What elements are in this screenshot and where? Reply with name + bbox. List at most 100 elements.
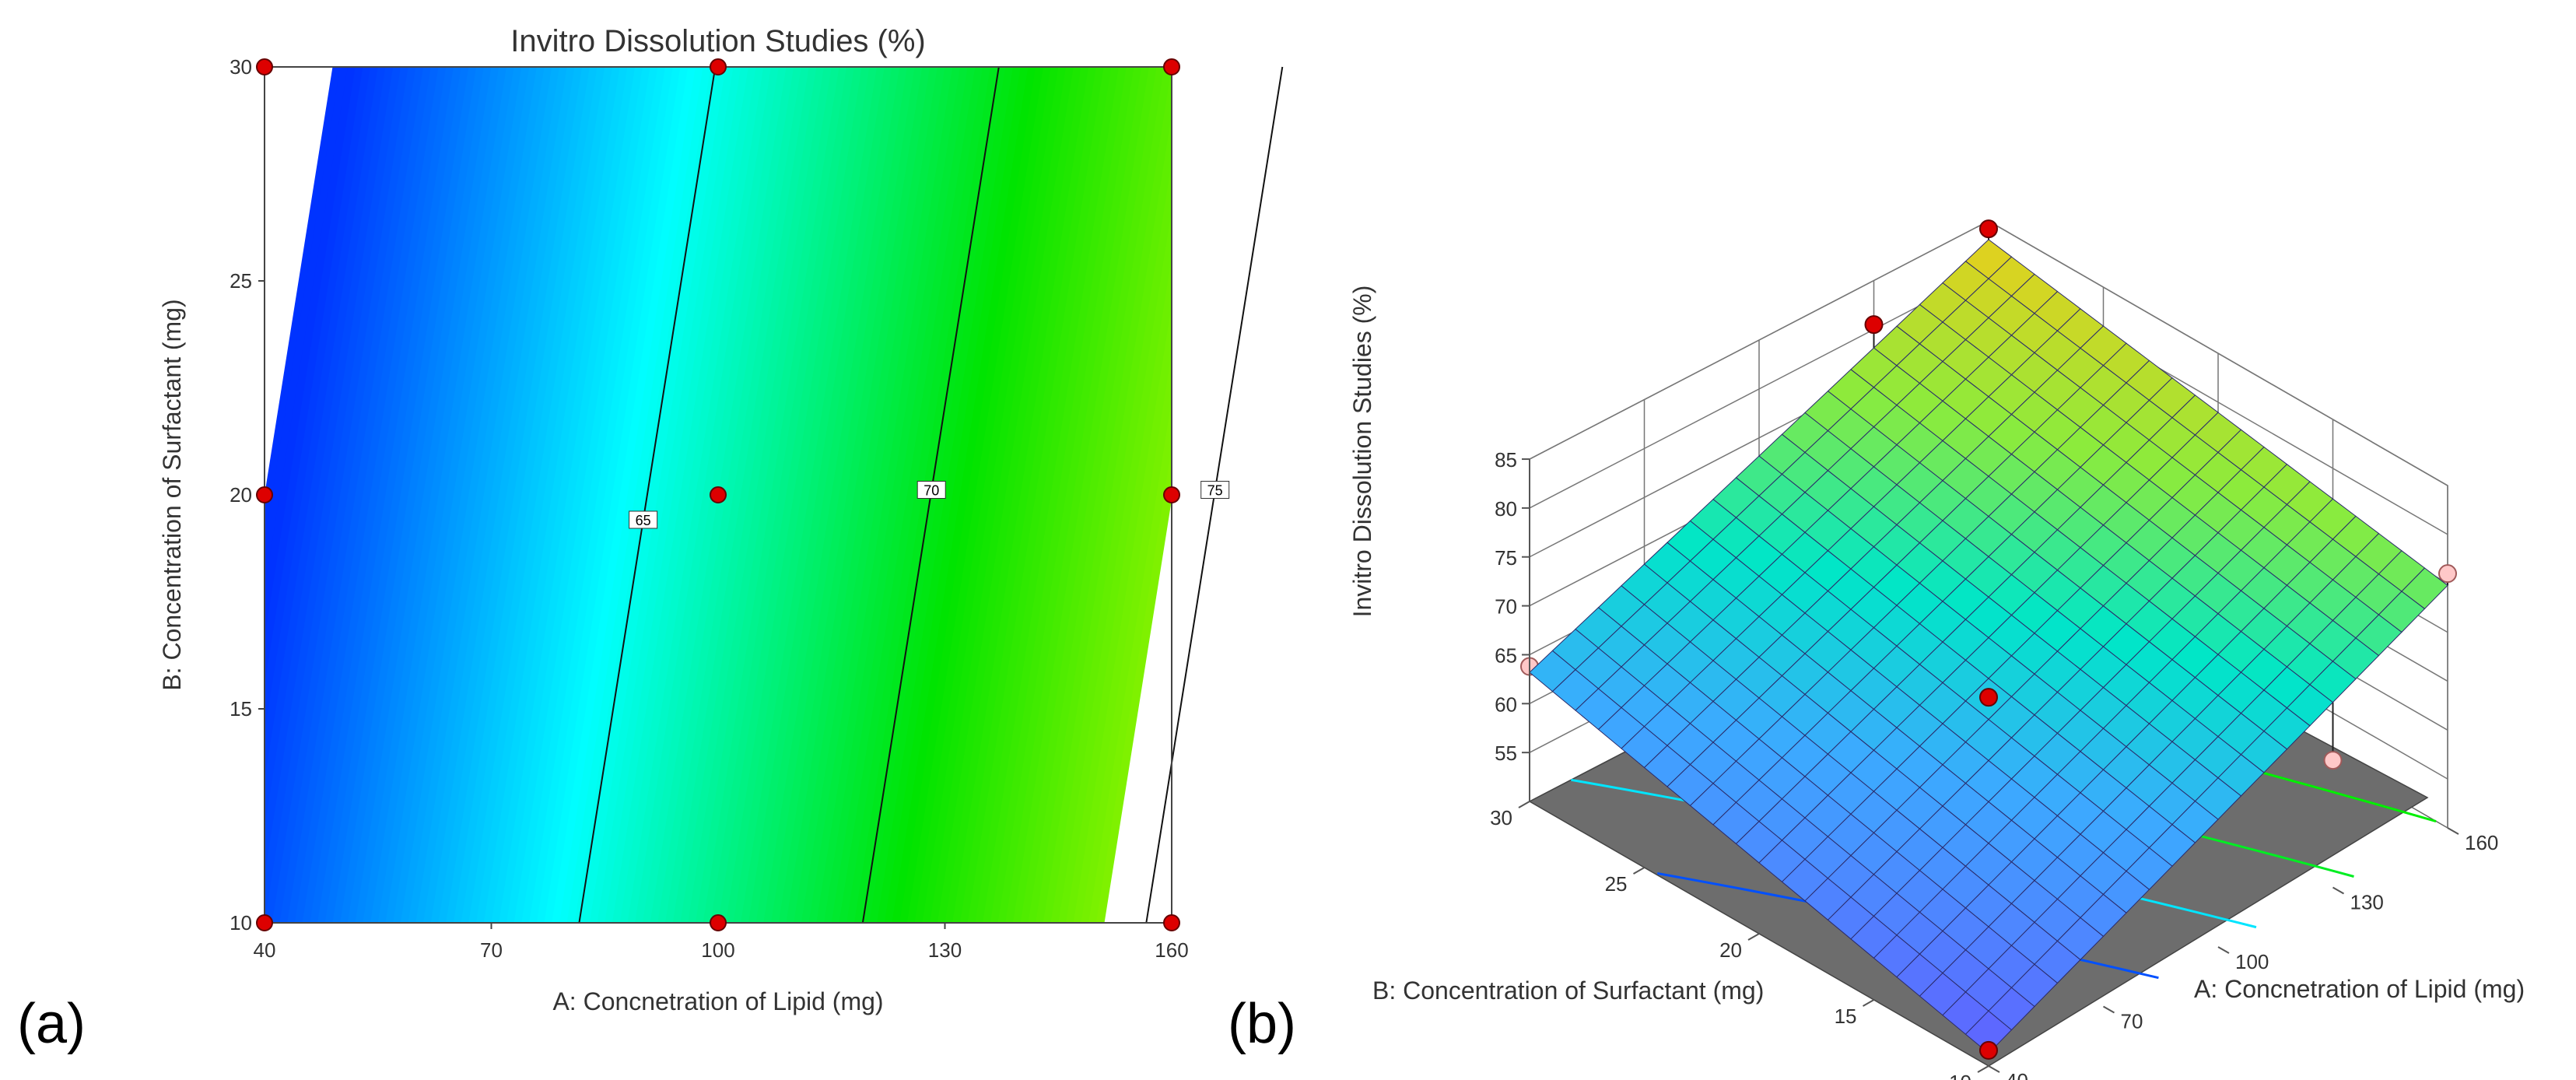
contour-label-box (629, 510, 658, 529)
contour-fill-strip (801, 67, 946, 923)
design-point-above (1864, 315, 1884, 335)
contour-fill-strip (1065, 257, 1172, 923)
contour-fill-strip (265, 67, 409, 923)
x-tick-100: 100 (701, 938, 734, 962)
surface-a-axis-title: A: Concnetration of Lipid (mg) (2194, 975, 2525, 1003)
design-point-above (1979, 1040, 1998, 1060)
contour-fill-strip (559, 67, 704, 923)
contour-fill-strip (831, 67, 976, 923)
y-tick-30: 30 (230, 55, 252, 79)
contour-label-box (1200, 481, 1230, 499)
contour-fill-strip (491, 67, 636, 923)
contour-fill-strip (529, 67, 674, 923)
contour-fill-strip (763, 67, 908, 923)
b-tick-mark (1977, 1065, 1989, 1073)
contour-fill-strip (892, 67, 1037, 923)
panel-label-a: (a) (17, 993, 86, 1055)
b-tick-mark (1863, 999, 1874, 1007)
y-tick-10: 10 (230, 911, 252, 934)
contour-fill-strip (1073, 304, 1172, 923)
contour-fill-strip (922, 67, 1067, 923)
contour-fill-strip (370, 67, 515, 923)
surface-b-axis-title: B: Concentration of Surfactant (mg) (1372, 977, 1764, 1005)
contour-fill-strip (1036, 67, 1172, 923)
z-tick-75: 75 (1495, 546, 1517, 570)
design-point (1163, 58, 1180, 75)
contour-label-box (916, 481, 946, 499)
surface-a-ticks: 40 70 100 130 160 (1988, 827, 2498, 1080)
contour-fill-strip (499, 67, 643, 923)
surface-facet (2401, 567, 2448, 609)
y-tick-15: 15 (230, 697, 252, 721)
surface-visible-points (1864, 219, 1998, 1060)
contour-line-65 (578, 66, 717, 924)
b-tick-30: 30 (1490, 806, 1512, 829)
design-point-below (2323, 751, 2343, 770)
contour-fill-strip (1081, 352, 1172, 923)
contour-fill-strip (884, 67, 1029, 923)
contour-fill-strip (385, 67, 531, 923)
a-tick-mark (2332, 886, 2344, 895)
contour-fill-strip (294, 67, 440, 923)
contour-fill-strip (597, 67, 742, 923)
contour-fill-strip (582, 67, 727, 923)
contour-fill-strip (664, 67, 810, 923)
contour-fill-strip (778, 67, 924, 923)
design-point (256, 58, 273, 75)
contour-fill-strip (544, 67, 689, 923)
contour-fill-strip (438, 67, 584, 923)
contour-title: Invitro Dissolution Studies (%) (510, 24, 926, 58)
design-point (710, 914, 727, 931)
contour-fill-strip (680, 67, 825, 923)
contour-x-axis-title: A: Concnetration of Lipid (mg) (552, 987, 883, 1015)
contour-fill-strip (635, 67, 780, 923)
a-tick-160: 160 (2465, 831, 2498, 854)
design-point (710, 486, 727, 503)
contour-fill-strip (589, 67, 734, 923)
b-tick-mark (1747, 933, 1760, 941)
contour-fill-strip (310, 67, 454, 923)
z-tick-85: 85 (1495, 448, 1517, 472)
contour-fill-strip (748, 67, 893, 923)
surface-mesh (1529, 239, 2448, 1054)
contour-fill-strip (945, 67, 1090, 923)
contour-fill-strip (1058, 209, 1172, 923)
contour-fill-strip (612, 67, 757, 923)
contour-label-65: 65 (636, 513, 651, 528)
a-tick-mark (1988, 1065, 2000, 1073)
contour-fill-strip (733, 67, 878, 923)
z-tick-70: 70 (1495, 595, 1517, 619)
b-tick-15: 15 (1835, 1005, 1857, 1028)
contour-fill-strip (937, 67, 1082, 923)
contour-fill-strip (741, 67, 885, 923)
y-tick-20: 20 (230, 483, 252, 507)
contour-fill-strip (1050, 162, 1172, 923)
design-point (710, 58, 727, 75)
a-tick-100: 100 (2235, 950, 2269, 973)
contour-fill-strip (997, 67, 1143, 923)
contour-fill-strip (839, 67, 984, 923)
contour-fill-strip (967, 67, 1113, 923)
contour-fill-strip (657, 67, 802, 923)
contour-fill-strip (1012, 67, 1158, 923)
contour-lines: 65 70 75 (578, 66, 1284, 924)
design-point (256, 914, 273, 931)
z-tick-65: 65 (1495, 643, 1517, 667)
surface-z-ticks: 55 60 65 70 75 80 85 (1495, 448, 1530, 801)
a-tick-130: 130 (2350, 891, 2384, 914)
b-tick-mark (1518, 801, 1530, 808)
contour-fill-strip (824, 67, 969, 923)
contour-fill-strip (355, 67, 500, 923)
contour-fill-strip (672, 67, 818, 923)
contour-fill-strip (794, 67, 938, 923)
b-tick-10: 10 (1949, 1071, 1971, 1080)
b-tick-25: 25 (1605, 872, 1628, 896)
contour-fill-strip (717, 67, 863, 923)
contour-fill-strip (453, 67, 598, 923)
z-tick-55: 55 (1495, 742, 1517, 765)
z-tick-60: 60 (1495, 693, 1517, 716)
contour-fill-strip (1043, 114, 1172, 923)
contour-fill-strip (877, 67, 1022, 923)
